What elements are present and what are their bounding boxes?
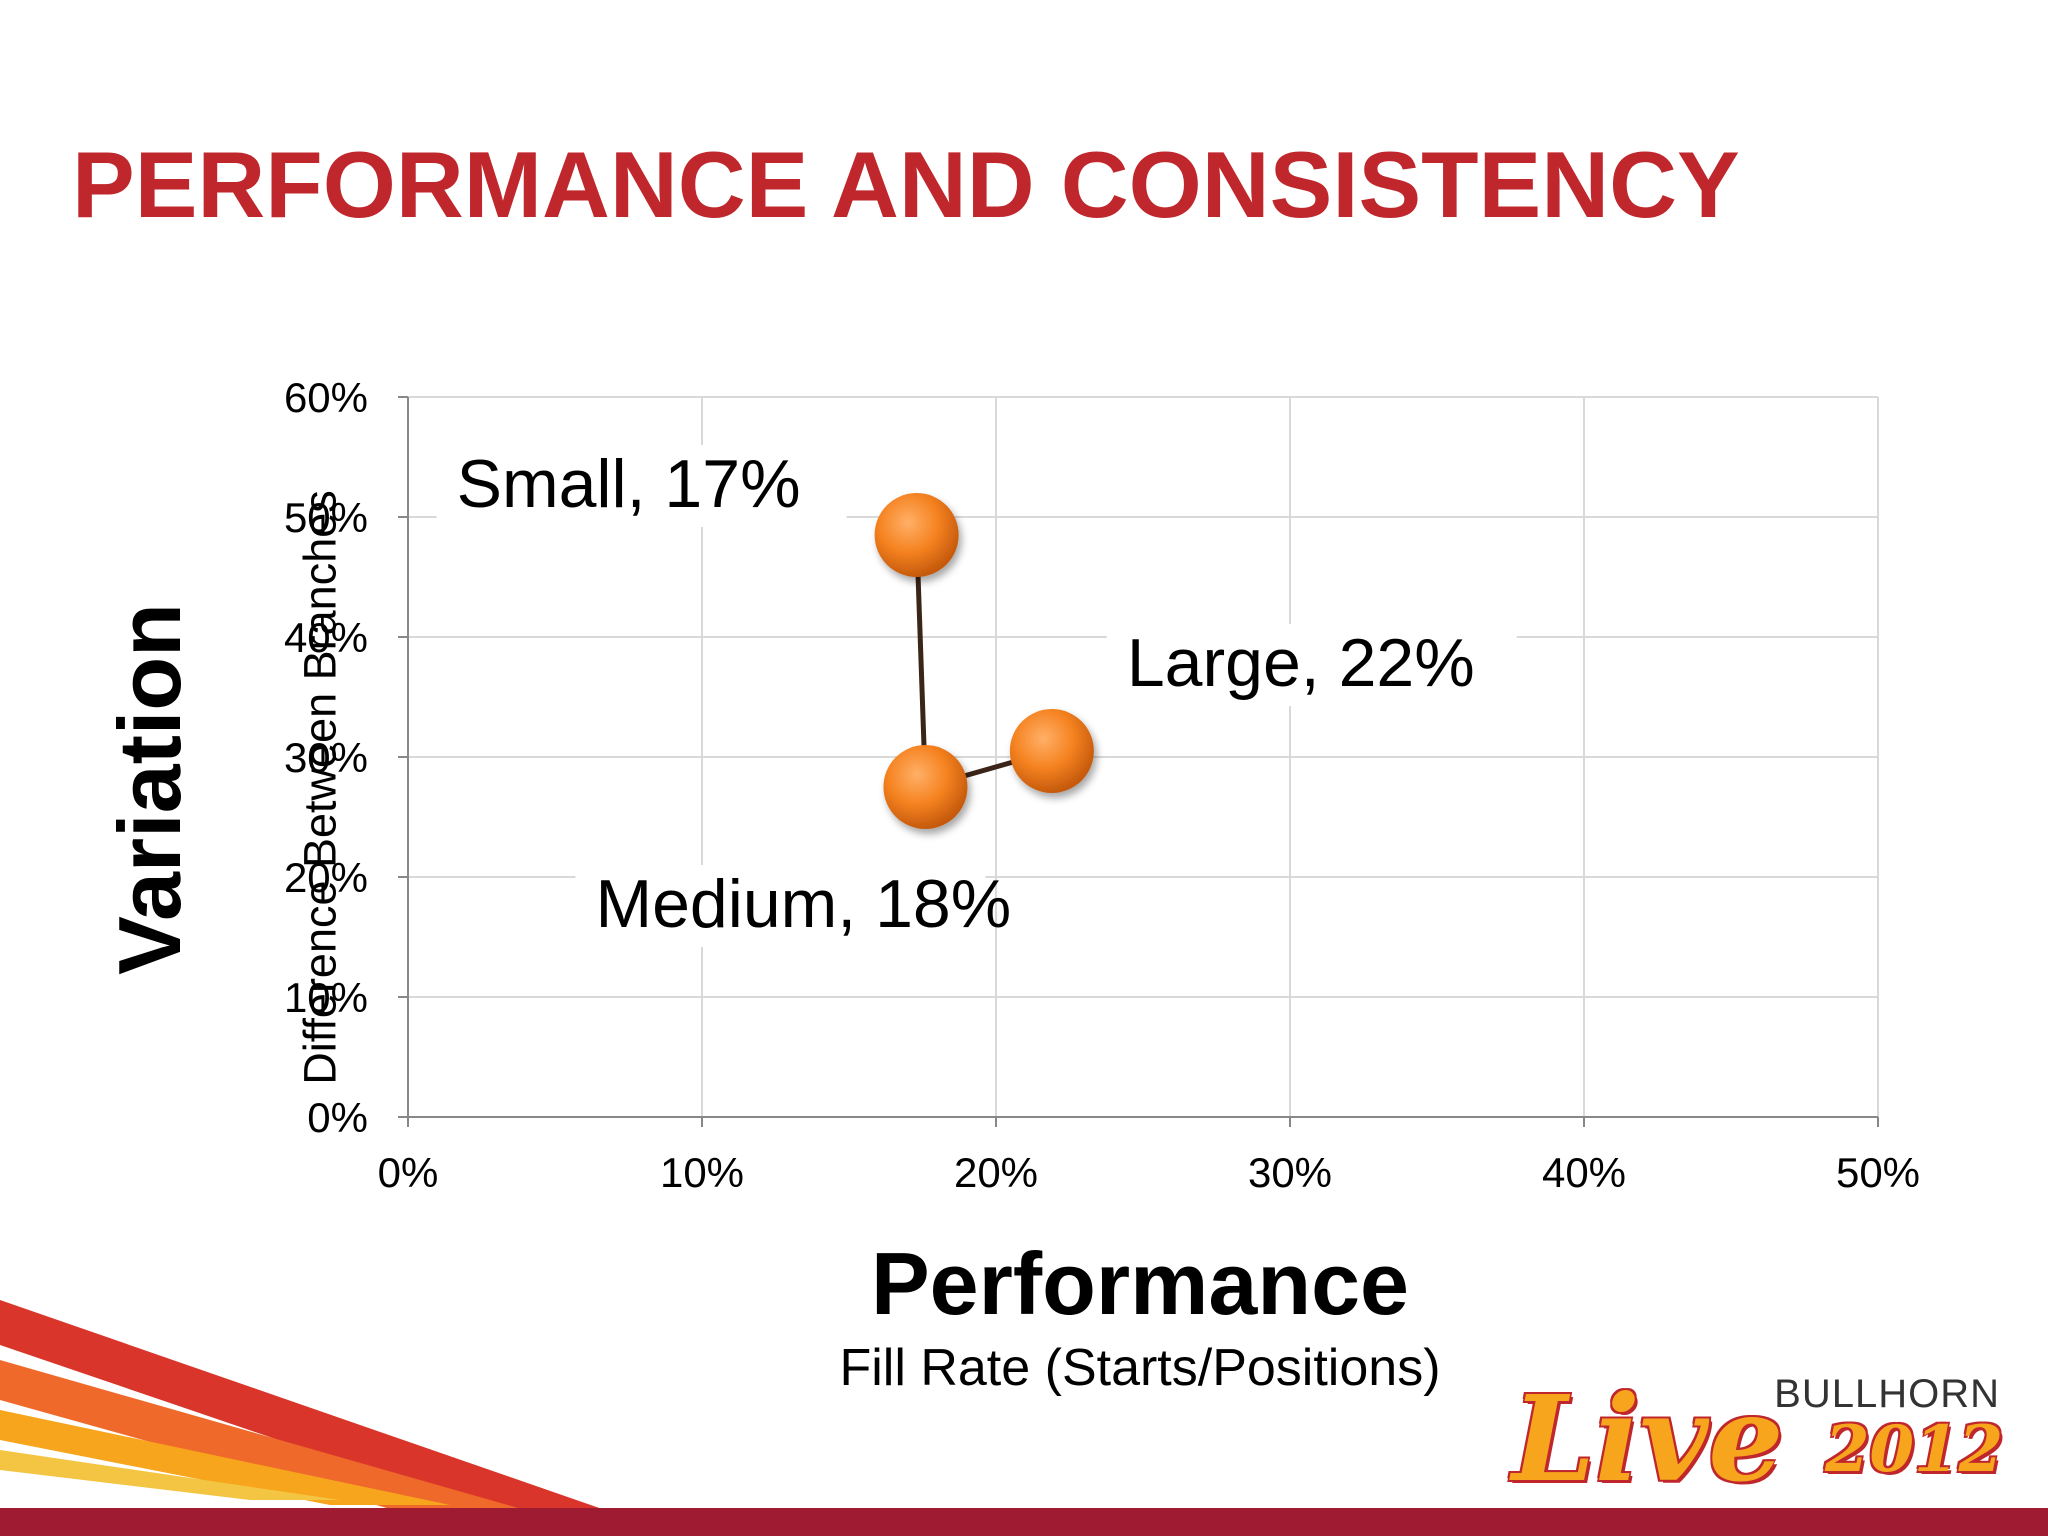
x-axis-subtitle: Fill Rate (Starts/Positions): [839, 1339, 1441, 1397]
stripe-orange: [0, 1360, 560, 1520]
data-point-marker: [883, 745, 968, 829]
data-label: Large, 22%: [1127, 625, 1475, 701]
stripe-red-top: [0, 1300, 680, 1536]
x-tick-label: 20%: [954, 1149, 1038, 1196]
logo-brand-text: BULLHORN: [1774, 1372, 2000, 1416]
stripe-yellow: [0, 1450, 340, 1500]
stripe-amber: [0, 1410, 450, 1505]
tick-labels: 0% 10% 20% 30% 40% 50% 60% 0% 10% 20% 30% 40% 50%: [284, 374, 1920, 1196]
data-point-marker: [1009, 709, 1094, 793]
data-label-background: [436, 445, 847, 527]
y-tick-label: 0%: [307, 1094, 368, 1141]
data-label: Small, 17%: [457, 446, 801, 522]
y-tick-label: 30%: [284, 734, 368, 781]
x-axis-title: Performance: [870, 1234, 1409, 1333]
y-axis-title-group: Variation Difference Between Branches: [60, 400, 346, 1180]
x-tick-label: 0%: [378, 1149, 439, 1196]
logo-event-text: Live: [1512, 1369, 1784, 1508]
y-tick-label: 40%: [284, 614, 368, 661]
y-tick-label: 10%: [284, 974, 368, 1021]
footer-bar: [0, 1508, 2048, 1536]
y-axis-title: Variation: [100, 603, 199, 975]
slide-title: PERFORMANCE AND CONSISTENCY: [72, 132, 1740, 237]
data-label-background: [1106, 624, 1517, 706]
y-tick-label: 20%: [284, 854, 368, 901]
y-tick-label: 60%: [284, 374, 368, 421]
x-tick-label: 30%: [1248, 1149, 1332, 1196]
y-tick-label: 50%: [284, 494, 368, 541]
data-points: [874, 493, 1094, 829]
data-label-background: [575, 865, 986, 947]
x-tick-label: 50%: [1836, 1149, 1920, 1196]
axes: [398, 396, 1879, 1127]
logo-year-text: 2012: [1825, 1412, 2004, 1487]
data-point-marker: [874, 493, 959, 577]
data-labels: Small, 17% Medium, 18% Large, 22%: [436, 445, 1517, 947]
x-tick-label: 10%: [660, 1149, 744, 1196]
data-label: Medium, 18%: [595, 866, 1011, 942]
x-tick-label: 40%: [1542, 1149, 1626, 1196]
y-axis-subtitle: Difference Between Branches: [294, 490, 346, 1085]
